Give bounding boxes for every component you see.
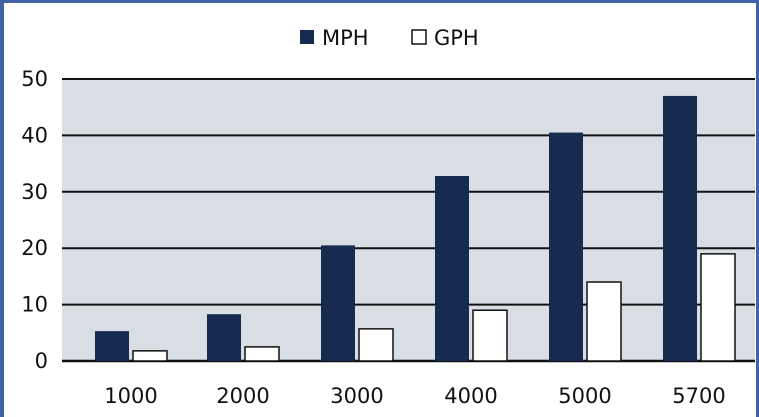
x-tick-label: 3000 xyxy=(330,384,383,408)
legend-swatch-mph xyxy=(300,30,314,44)
x-tick-label: 4000 xyxy=(444,384,497,408)
bar-mph-2000 xyxy=(207,314,241,361)
y-tick-label: 20 xyxy=(21,236,48,260)
bar-mph-3000 xyxy=(321,245,355,361)
bar-gph-1000 xyxy=(132,350,168,362)
y-tick-label: 30 xyxy=(21,180,48,204)
bar-mph-1000 xyxy=(95,331,129,361)
bar-gph-5700 xyxy=(700,253,736,362)
legend-label-mph: MPH xyxy=(322,26,369,50)
y-tick-label: 40 xyxy=(21,123,48,147)
legend-swatch-gph xyxy=(411,29,427,45)
bar-gph-2000 xyxy=(244,346,280,362)
plot-area xyxy=(62,79,755,361)
y-tick-label: 50 xyxy=(21,67,48,91)
bar-mph-4000 xyxy=(435,176,469,361)
x-tick-label: 5700 xyxy=(672,384,725,408)
bar-gph-5000 xyxy=(586,281,622,362)
x-tick-label: 5000 xyxy=(558,384,611,408)
bar-gph-4000 xyxy=(472,309,508,362)
y-tick-label: 10 xyxy=(21,293,48,317)
bar-mph-5000 xyxy=(549,132,583,361)
legend-label-gph: GPH xyxy=(434,26,479,50)
x-tick-label: 1000 xyxy=(104,384,157,408)
x-tick-label: 2000 xyxy=(216,384,269,408)
bar-mph-5700 xyxy=(663,95,697,362)
bar-gph-3000 xyxy=(358,328,394,362)
y-tick-label: 0 xyxy=(35,349,48,373)
